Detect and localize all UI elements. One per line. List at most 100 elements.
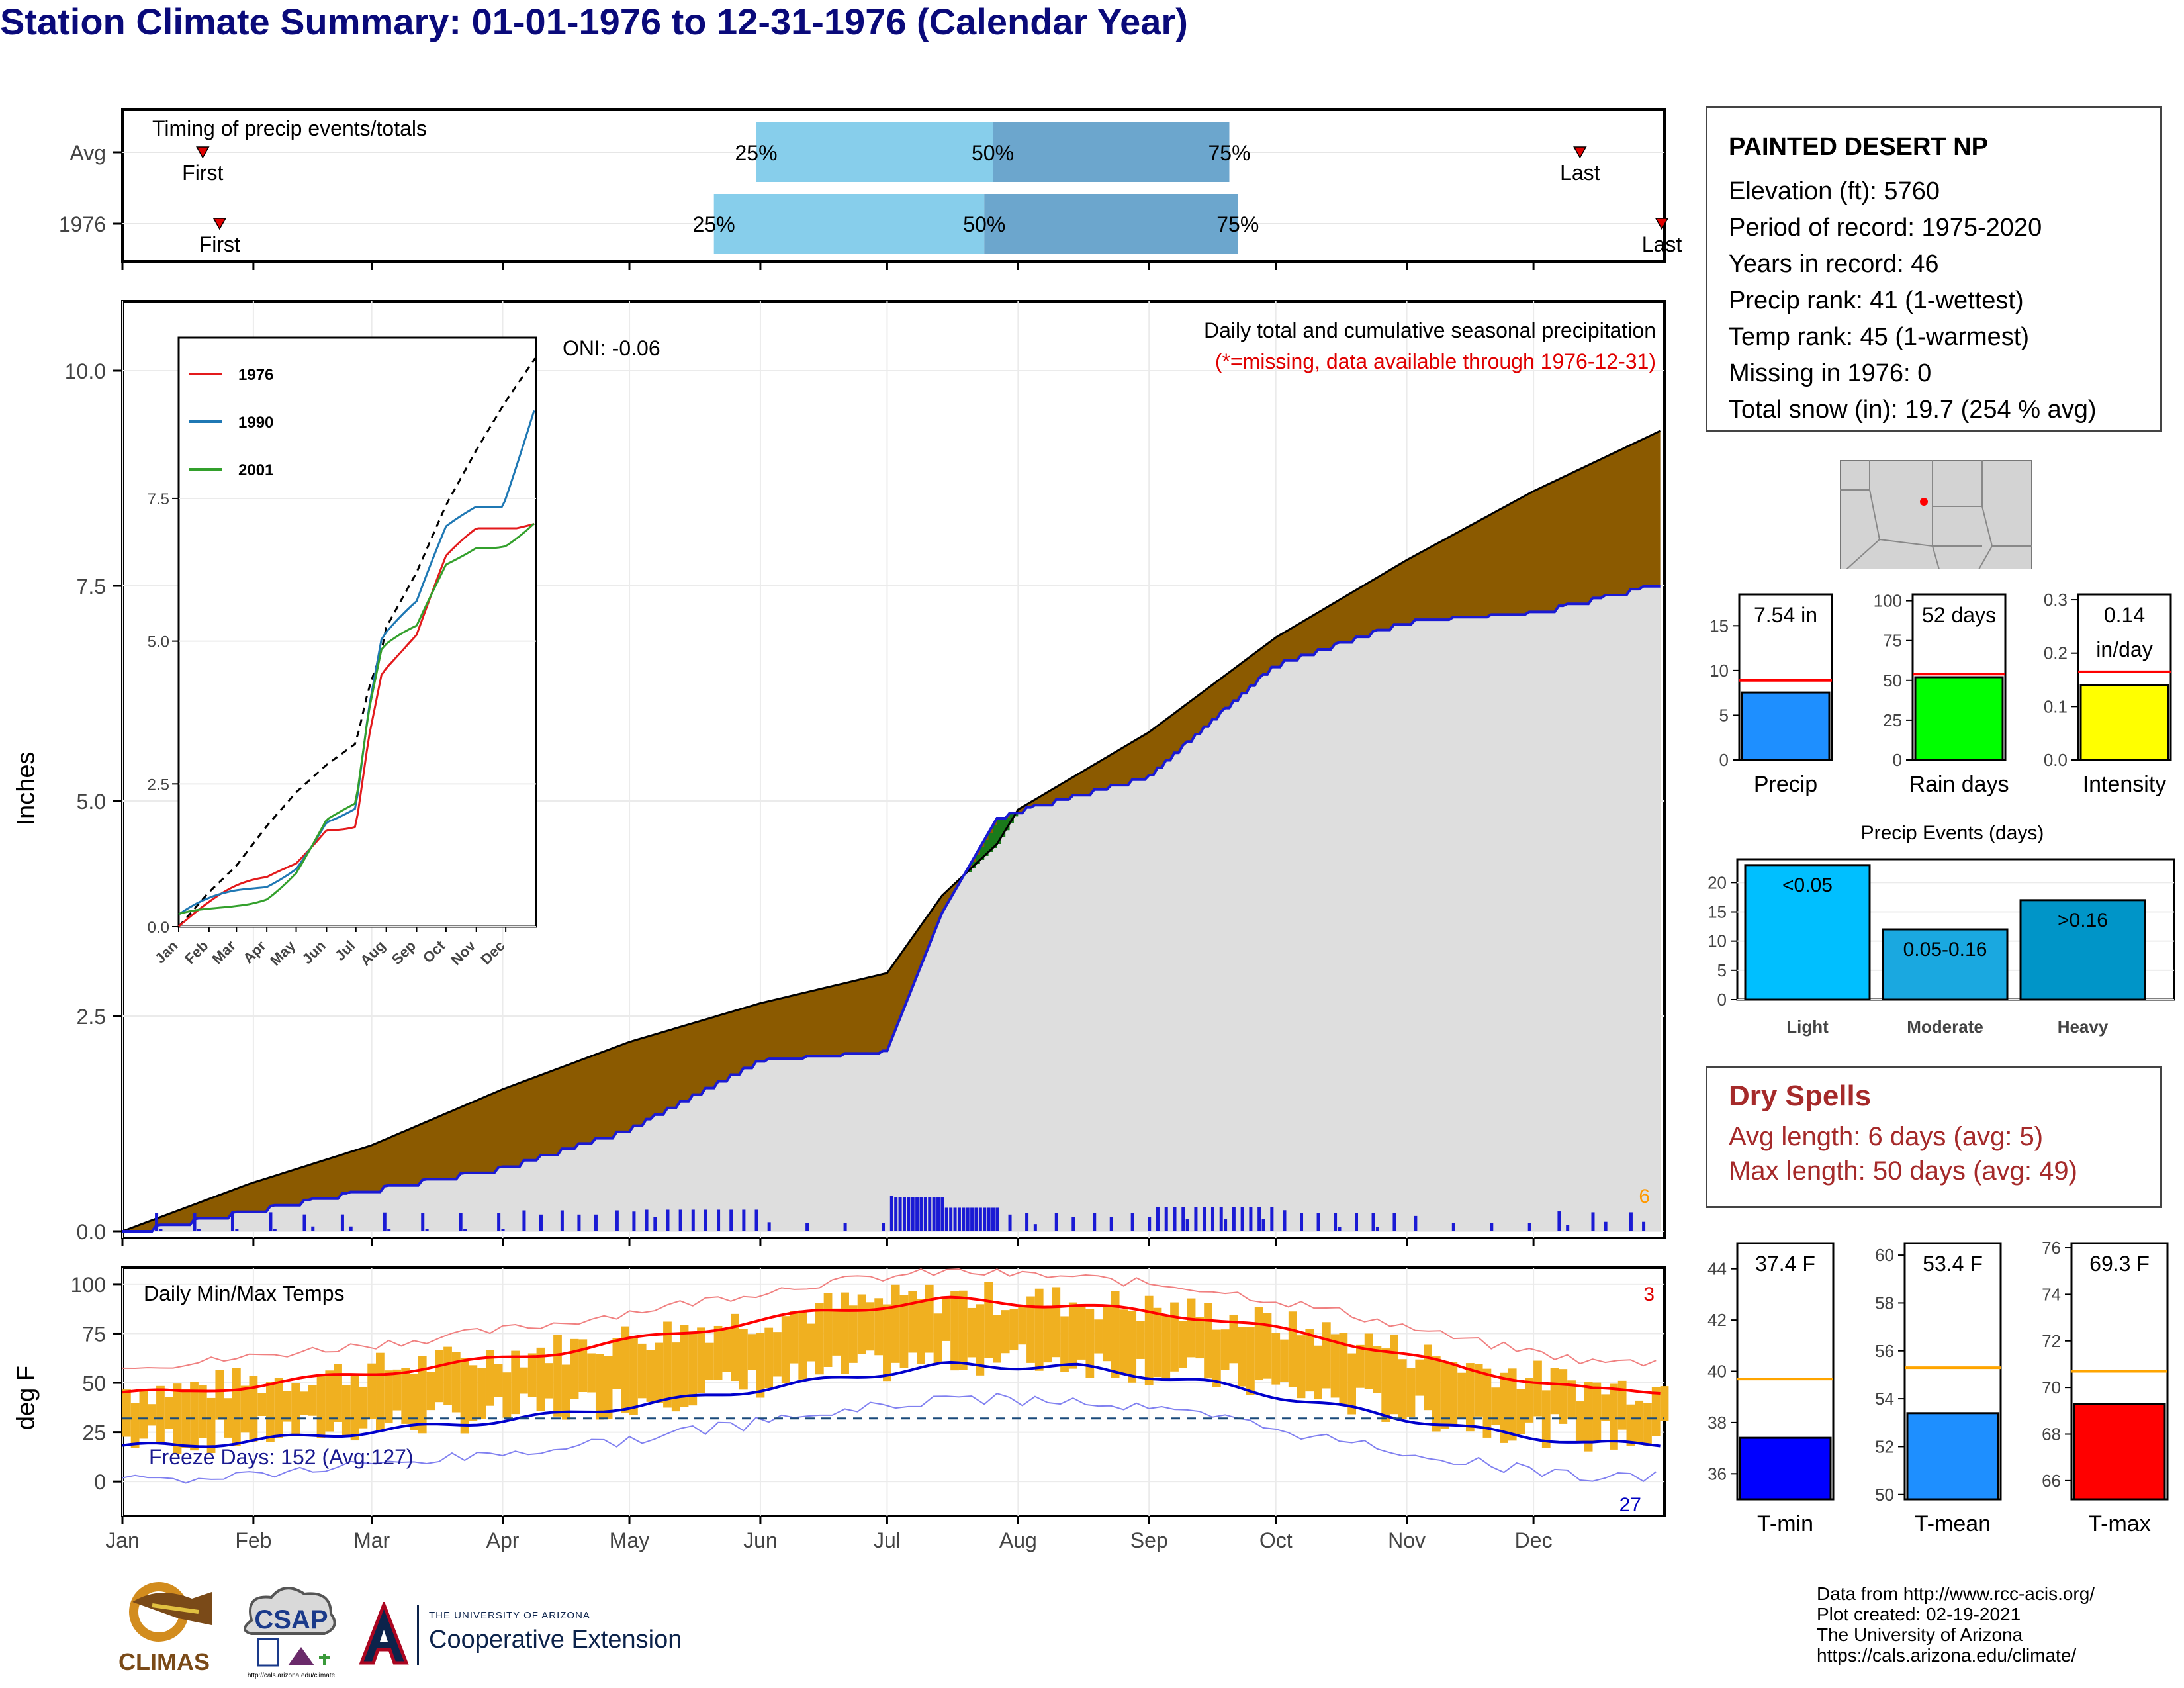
intensity-value-label: in/day xyxy=(2096,637,2152,661)
daily-precip-bar xyxy=(383,1212,387,1231)
ua-a-logo xyxy=(359,1602,409,1665)
daily-temp-bar xyxy=(942,1297,951,1341)
daily-temp-bar xyxy=(341,1385,351,1436)
month-label: Jan xyxy=(105,1528,140,1552)
tmax-bar xyxy=(2073,1403,2166,1501)
inset-avg-line xyxy=(177,357,536,927)
daily-temp-bar xyxy=(688,1331,698,1406)
temp-corner-high: 3 xyxy=(1643,1284,1655,1305)
credit-url: https://cals.arizona.edu/climate/ xyxy=(1817,1645,2077,1665)
daily-temp-bar xyxy=(883,1304,891,1382)
precip-ytick: 10.0 xyxy=(65,359,106,383)
precip-ytick: 5.0 xyxy=(77,790,106,814)
temp-ytick: 25 xyxy=(82,1421,106,1445)
station-info-box: PAINTED DESERT NP Elevation (ft): 5760 P… xyxy=(1706,106,2162,432)
station-location-dot xyxy=(1920,498,1928,506)
daily-temp-bar xyxy=(359,1386,368,1429)
station-precip-rank: Precip rank: 41 (1-wettest) xyxy=(1729,287,2024,314)
daily-precip-bar xyxy=(923,1197,927,1231)
daily-temp-bar xyxy=(181,1389,191,1448)
timing-text-first: First xyxy=(199,232,240,256)
daily-precip-bar xyxy=(995,1207,999,1231)
daily-temp-bar xyxy=(240,1385,250,1433)
daily-precip-bar xyxy=(729,1209,733,1231)
dry-spells-box: Dry Spells Avg length: 6 days (avg: 5) M… xyxy=(1706,1066,2162,1208)
daily-precip-bar xyxy=(1249,1207,1253,1231)
station-period: Period of record: 1975-2020 xyxy=(1729,214,2042,242)
daily-temp-bar xyxy=(1541,1390,1551,1448)
timing-row-avg-label: Avg xyxy=(69,141,106,165)
daily-temp-bar xyxy=(621,1326,630,1413)
daily-temp-bar xyxy=(612,1338,621,1389)
daily-temp-bar xyxy=(1119,1309,1128,1376)
daily-precip-bar xyxy=(1148,1217,1152,1231)
events-ytick: 15 xyxy=(1707,902,1727,922)
daily-precip-bar xyxy=(159,1229,163,1231)
daily-temp-bar xyxy=(697,1327,705,1394)
daily-precip-bar xyxy=(932,1197,936,1231)
daily-temp-bar xyxy=(637,1343,647,1399)
daily-temp-bar xyxy=(866,1302,875,1351)
credit-data: Data from http://www.rcc-acis.org/ xyxy=(1817,1583,2095,1604)
timing-label-p25: 25% xyxy=(693,212,735,236)
daily-precip-bar xyxy=(1557,1211,1561,1231)
station-temp-rank: Temp rank: 45 (1-warmest) xyxy=(1729,323,2030,351)
tmean-bar xyxy=(1906,1412,1999,1501)
daily-temp-bar xyxy=(680,1325,689,1407)
daily-precip-bar xyxy=(1414,1215,1418,1231)
daily-precip-bar xyxy=(754,1209,758,1231)
daily-temp-bar xyxy=(908,1291,917,1353)
daily-temp-bar xyxy=(1373,1346,1382,1393)
daily-precip-bar xyxy=(1490,1223,1494,1231)
events-bar-label: >0.16 xyxy=(2058,910,2108,931)
daily-temp-bar xyxy=(655,1342,664,1403)
daily-temp-bar xyxy=(1322,1322,1331,1389)
daily-temp-bar xyxy=(1500,1372,1508,1443)
raindays-category: Rain days xyxy=(1909,772,2009,797)
daily-precip-bar xyxy=(767,1222,771,1231)
daily-temp-bar xyxy=(156,1385,165,1442)
daily-temp-bar xyxy=(950,1291,959,1371)
daily-precip-bar xyxy=(983,1207,987,1231)
precip-ytick: 15 xyxy=(1709,616,1729,635)
precip-1976-line xyxy=(122,585,1661,1233)
daily-precip-bar xyxy=(1054,1213,1058,1231)
precip-value-label: 7.54 in xyxy=(1754,603,1817,627)
freeze-days-label: Freeze Days: 152 (Avg:127) xyxy=(149,1445,414,1469)
tmean-ytick: 60 xyxy=(1875,1245,1894,1265)
daily-temp-bar xyxy=(1263,1313,1272,1379)
precip-ytick: 10 xyxy=(1709,661,1729,680)
daily-precip-bar xyxy=(459,1213,463,1231)
daily-temp-bar xyxy=(1271,1333,1281,1385)
daily-precip-bar xyxy=(1173,1207,1177,1231)
tmean-value-label: 53.4 F xyxy=(1923,1252,1983,1276)
daily-precip-bar xyxy=(902,1197,906,1231)
daily-temp-bar xyxy=(469,1365,478,1421)
daily-temp-bar xyxy=(1102,1306,1111,1362)
month-label: Jun xyxy=(743,1528,778,1552)
daily-temp-bar xyxy=(148,1404,157,1426)
station-missing: Missing in 1976: 0 xyxy=(1729,359,1932,387)
daily-temp-bar xyxy=(841,1292,849,1374)
daily-temp-bar xyxy=(367,1363,377,1420)
daily-temp-bar xyxy=(291,1383,300,1436)
daily-temp-bar xyxy=(1288,1311,1297,1387)
daily-temp-bar xyxy=(1474,1364,1483,1417)
daily-temp-bar xyxy=(781,1316,790,1383)
daily-precip-bar xyxy=(717,1209,721,1231)
month-label: Jul xyxy=(874,1528,901,1552)
daily-temp-bar xyxy=(477,1368,486,1419)
inset-ytick: 2.5 xyxy=(148,776,169,794)
station-snow: Total snow (in): 19.7 (254 % avg) xyxy=(1729,396,2097,424)
daily-temp-bar xyxy=(747,1334,756,1370)
daily-temp-bar xyxy=(874,1298,884,1356)
daily-temp-bar xyxy=(731,1313,739,1382)
daily-temp-bar xyxy=(857,1294,866,1354)
daily-temp-bar xyxy=(1178,1321,1187,1368)
daily-temp-bar xyxy=(713,1325,723,1380)
daily-temp-bar xyxy=(1144,1295,1154,1385)
precip-ytick: 7.5 xyxy=(77,575,106,598)
daily-precip-bar xyxy=(340,1214,344,1231)
precip-avg-line xyxy=(122,430,1661,1233)
daily-temp-bar xyxy=(1111,1291,1120,1378)
